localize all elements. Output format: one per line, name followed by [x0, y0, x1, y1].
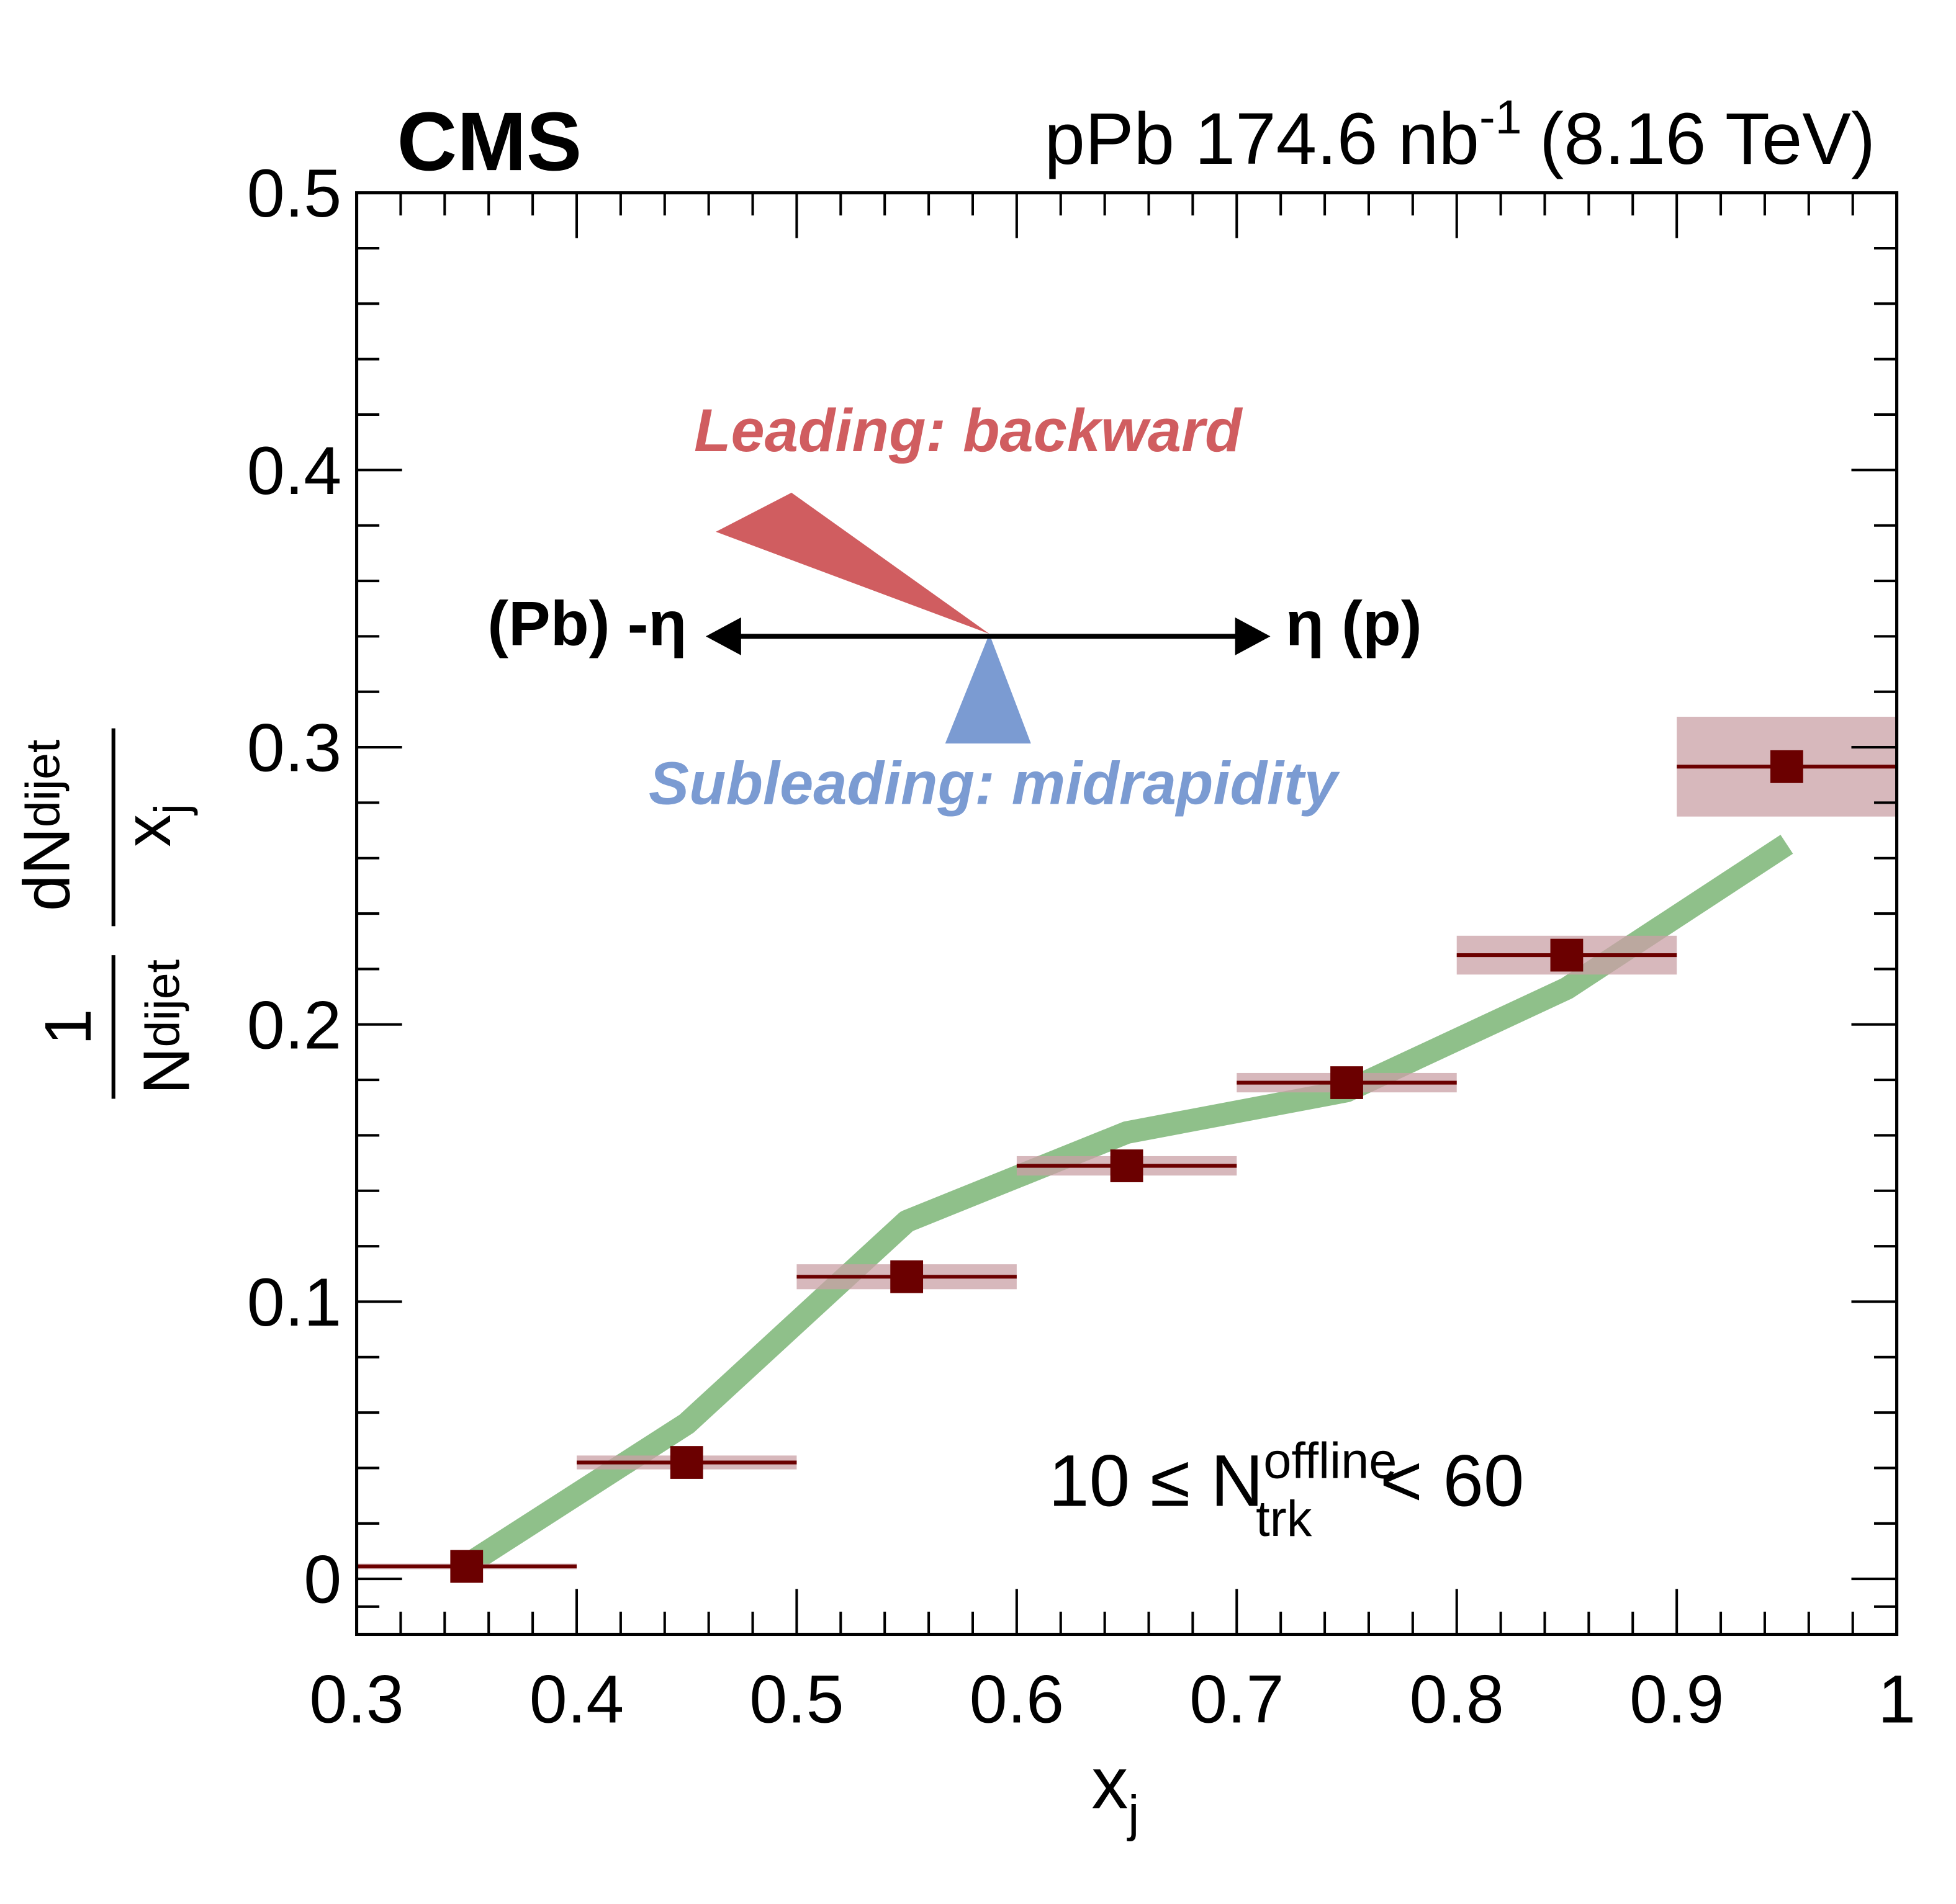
header-energy: (8.16 TeV) [1539, 97, 1875, 179]
y-tick-label: 0.2 [247, 987, 341, 1063]
selection-post: < 60 [1380, 1439, 1524, 1521]
header: pPb 174.6 nb-1 (8.16 TeV) [1044, 91, 1875, 179]
selection-pre: 10 ≤ N [1048, 1439, 1263, 1521]
y-tick-label: 0 [304, 1542, 341, 1618]
x-tick-label: 0.8 [1410, 1662, 1504, 1738]
leading-label: Leading: backward [694, 397, 1243, 464]
x-label-sub: j [1127, 1785, 1139, 1842]
header-text: pPb 174.6 nb [1044, 97, 1479, 179]
y-label-den2-main: x [111, 814, 184, 847]
marker [890, 1260, 924, 1293]
model-band [460, 835, 1793, 1575]
leading-cone [716, 492, 989, 634]
selection: 10 ≤ Noffline trk < 60 [1048, 1433, 1524, 1547]
subleading-label: Subleading: midrapidity [649, 749, 1341, 817]
y-tick-label: 0.5 [247, 156, 341, 231]
right-label: η (p) [1286, 588, 1422, 659]
marker [1110, 1149, 1143, 1182]
marker [450, 1550, 484, 1583]
selection-sup: offline [1263, 1433, 1397, 1489]
y-label-den2-sub: j [145, 804, 199, 815]
x-tick-label: 1 [1878, 1662, 1916, 1738]
arrow-head [1235, 617, 1271, 655]
y-label-den1-main: N [130, 1047, 204, 1094]
x-tick-label: 0.3 [309, 1662, 403, 1738]
x-tick-label: 0.5 [749, 1662, 844, 1738]
x-label-main: x [1091, 1742, 1128, 1824]
selection-sub: trk [1256, 1491, 1312, 1547]
x-label: xj [1091, 1742, 1139, 1843]
marker [1770, 750, 1803, 783]
subleading-cone [945, 634, 1031, 743]
y-tick-label: 0.4 [247, 433, 341, 509]
x-tick-label: 0.4 [530, 1662, 624, 1738]
y-label-den1: Ndijet [130, 959, 204, 1095]
y-label-num1: 1 [32, 1008, 105, 1045]
arrow-head [705, 617, 741, 655]
y-tick-label: 0.1 [247, 1265, 341, 1340]
x-tick-label: 0.6 [970, 1662, 1064, 1738]
experiment: CMS [397, 96, 582, 188]
y-label-num2-sub: dijet [16, 740, 70, 828]
left-label: (Pb) -η [487, 588, 687, 659]
y-tick-label: 0.3 [247, 711, 341, 786]
header-sup: -1 [1479, 91, 1522, 144]
y-label-den2: xj [111, 804, 198, 847]
y-label-den1-sub: dijet [136, 959, 189, 1048]
y-label-num2-main: dN [11, 827, 84, 911]
marker [670, 1446, 703, 1479]
marker [1550, 938, 1584, 972]
y-label-num2: dNdijet [11, 740, 84, 911]
marker [1330, 1066, 1363, 1099]
x-tick-label: 0.7 [1189, 1662, 1284, 1738]
diagram: Leading: backward Subleading: midrapidit… [487, 397, 1422, 817]
y-label: 1 Ndijet dNdijet xj [11, 728, 204, 1099]
x-tick-label: 0.9 [1629, 1662, 1724, 1738]
